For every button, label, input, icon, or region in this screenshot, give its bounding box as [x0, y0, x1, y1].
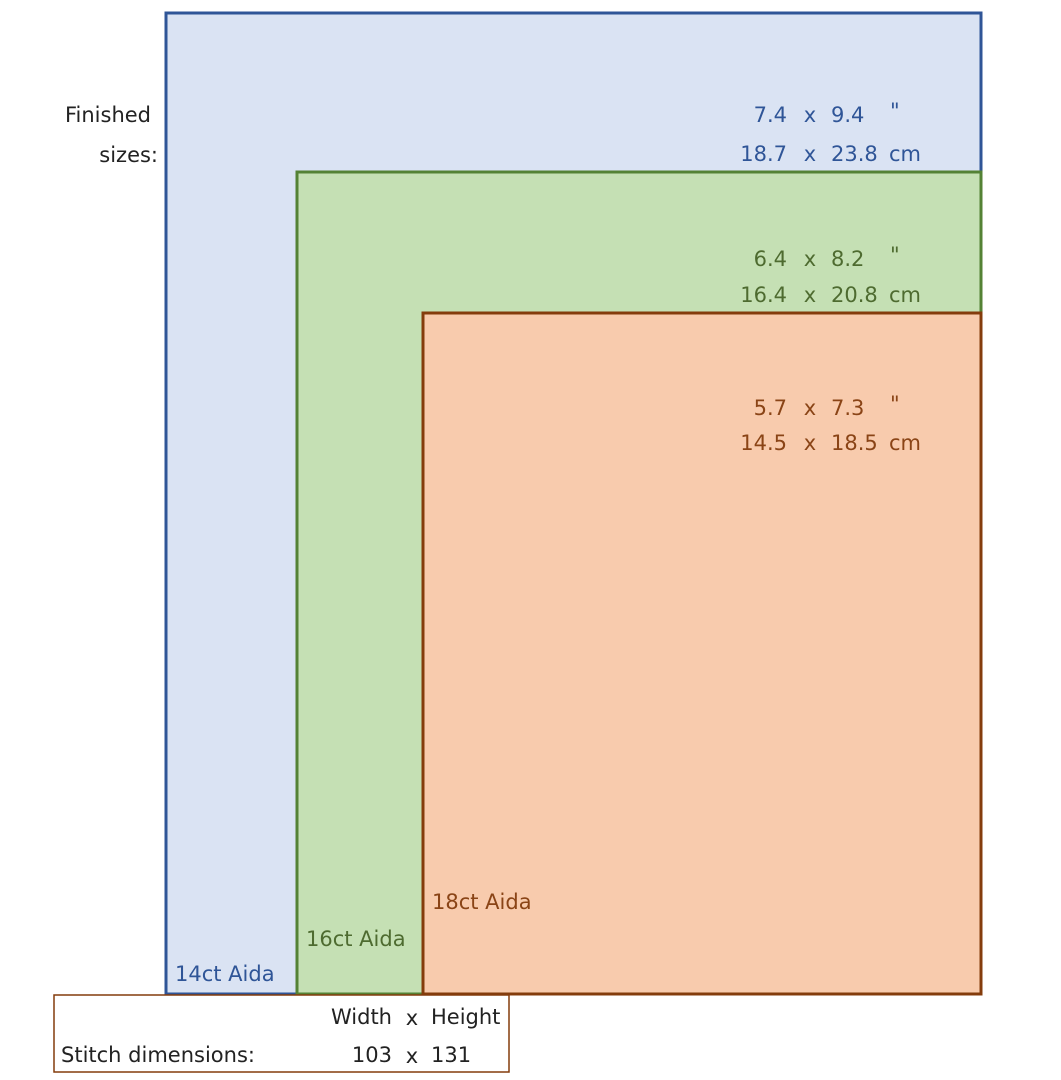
size-16ct: 6.4 x 8.2 " 16.4 x 20.8 cm 16ct Aida: [306, 243, 921, 951]
sep: x: [804, 396, 816, 420]
unit: cm: [889, 283, 921, 307]
stitch-box: [53, 994, 510, 1073]
value: 23.8: [831, 142, 878, 166]
label: Finished: [65, 103, 151, 127]
fabric-name: 14ct Aida: [175, 962, 275, 986]
value: 8.2: [831, 247, 864, 271]
sep: x: [804, 247, 816, 271]
sep: x: [804, 431, 816, 455]
value: 9.4: [831, 103, 864, 127]
value: 20.8: [831, 283, 878, 307]
header: Width: [331, 1005, 392, 1029]
sep: x: [406, 1044, 418, 1068]
frame-18ct: [421, 311, 983, 996]
fabric-name: 18ct Aida: [432, 890, 532, 914]
fabric-name: 16ct Aida: [306, 927, 406, 951]
unit: cm: [889, 431, 921, 455]
sep: x: [804, 142, 816, 166]
value: 18.5: [831, 431, 878, 455]
value: 7.4: [754, 103, 787, 127]
label: sizes:: [99, 143, 158, 167]
value: 18.7: [740, 142, 787, 166]
unit: ": [890, 243, 900, 267]
header: Height: [431, 1005, 500, 1029]
stitch-dimensions: Width x Height Stitch dimensions: 103 x …: [61, 1005, 500, 1068]
label: Stitch dimensions:: [61, 1043, 255, 1067]
sep: x: [804, 283, 816, 307]
unit: cm: [889, 142, 921, 166]
value: 7.3: [831, 396, 864, 420]
sep: x: [406, 1006, 418, 1030]
sep: x: [804, 103, 816, 127]
unit: ": [890, 392, 900, 416]
value: 16.4: [740, 283, 787, 307]
value: 5.7: [754, 396, 787, 420]
size-14ct: 7.4 x 9.4 " 18.7 x 23.8 cm 14ct Aida: [175, 99, 921, 986]
unit: ": [890, 99, 900, 123]
size-18ct: 5.7 x 7.3 " 14.5 x 18.5 cm 18ct Aida: [432, 392, 921, 914]
value: 103: [352, 1043, 392, 1067]
value: 131: [431, 1043, 471, 1067]
value: 14.5: [740, 431, 787, 455]
value: 6.4: [754, 247, 787, 271]
